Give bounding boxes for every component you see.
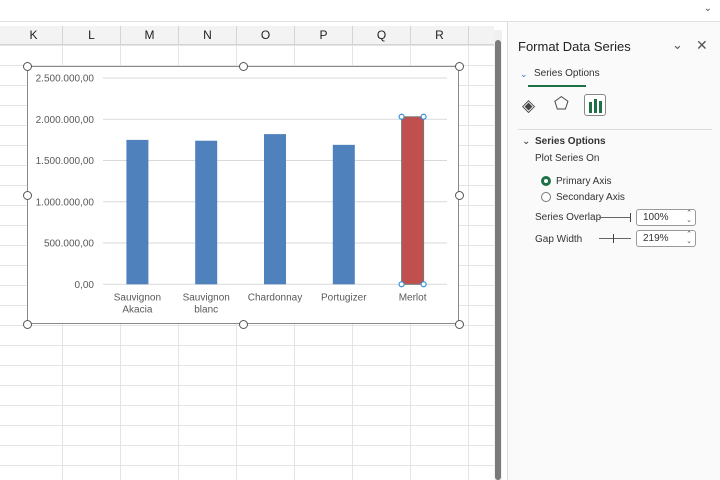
chart[interactable]: 0,00 500.000,00 1.000.000,00 1.500.000,00 2.…	[27, 66, 459, 324]
y-tick-label: 0,00	[75, 280, 95, 291]
selection-handle	[420, 113, 427, 120]
series-overlap-label: Series Overlap	[535, 212, 602, 223]
close-icon[interactable]: ✕	[696, 37, 708, 53]
secondary-axis-label[interactable]: Secondary Axis	[556, 192, 625, 203]
column-header-P[interactable]: P	[295, 26, 353, 45]
x-tick-label: blanc	[194, 304, 218, 315]
column-header-Q[interactable]: Q	[353, 26, 411, 45]
x-tick-label: Merlot	[399, 292, 427, 303]
column-header-O[interactable]: O	[237, 26, 295, 45]
format-data-series-pane: Format Data Series ⌄ ✕ ⌄ Series Options …	[507, 22, 720, 480]
spinner-icon: ⌃ ⌄	[686, 210, 692, 224]
divider	[518, 129, 712, 130]
bar-portugizer[interactable]	[332, 144, 355, 285]
resize-handle[interactable]	[22, 61, 32, 71]
column-header-M[interactable]: M	[121, 26, 179, 45]
x-tick-label: Chardonnay	[248, 292, 302, 303]
bar-sauvignon-akacia[interactable]	[126, 139, 149, 285]
x-tick-label: Sauvignon	[114, 292, 161, 303]
secondary-axis-radio[interactable]	[541, 192, 551, 202]
selection-handle	[420, 281, 427, 288]
vertical-scrollbar[interactable]	[494, 30, 502, 480]
tab-underline	[528, 85, 586, 87]
chevron-down-icon[interactable]: ⌄	[703, 3, 712, 14]
selection-handle	[398, 113, 405, 120]
primary-axis-radio[interactable]	[541, 176, 551, 186]
gap-width-input[interactable]: 219% ⌃ ⌄	[636, 230, 696, 247]
gridline	[468, 45, 469, 480]
formula-bar[interactable]: ⌄	[0, 0, 720, 22]
series-overlap-slider[interactable]	[599, 213, 631, 222]
plot-series-on-label: Plot Series On	[535, 153, 600, 164]
fill-line-icon[interactable]: ◈	[522, 96, 536, 115]
resize-handle[interactable]	[22, 319, 32, 329]
spinner-icon: ⌃ ⌄	[686, 231, 692, 245]
primary-axis-label[interactable]: Primary Axis	[556, 176, 612, 187]
x-tick-label: Akacia	[122, 304, 152, 315]
effects-pentagon-icon[interactable]: ⬠	[554, 94, 569, 113]
series-options-chart-icon[interactable]	[584, 94, 606, 116]
section-header[interactable]: Series Options	[535, 136, 606, 147]
column-header-N[interactable]: N	[179, 26, 237, 45]
chevron-down-icon[interactable]: ⌄	[522, 136, 531, 147]
selection-handle	[398, 281, 405, 288]
x-tick-label: Portugizer	[321, 292, 367, 303]
column-header-R[interactable]: R	[411, 26, 469, 45]
resize-handle[interactable]	[454, 61, 464, 71]
resize-handle[interactable]	[454, 319, 464, 329]
series-overlap-input[interactable]: 100% ⌃ ⌄	[636, 209, 696, 226]
bar-sauvignon-blanc[interactable]	[195, 140, 218, 285]
tab-series-options[interactable]: Series Options	[534, 68, 600, 79]
column-header-L[interactable]: L	[63, 26, 121, 45]
y-tick-label: 2.500.000,00	[36, 74, 95, 85]
column-header-K[interactable]: K	[5, 26, 63, 45]
y-tick-label: 1.000.000,00	[36, 197, 95, 208]
y-tick-label: 1.500.000,00	[36, 156, 95, 167]
y-tick-label: 500.000,00	[44, 239, 94, 250]
bar-chardonnay[interactable]	[264, 134, 286, 285]
resize-handle[interactable]	[22, 190, 32, 200]
chart-svg: 0,00 500.000,00 1.000.000,00 1.500.000,00 2.…	[36, 74, 447, 315]
y-tick-label: 2.000.000,00	[36, 115, 95, 126]
gap-width-slider[interactable]	[599, 234, 631, 243]
resize-handle[interactable]	[238, 61, 248, 71]
gap-width-label: Gap Width	[535, 234, 583, 245]
resize-handle[interactable]	[454, 190, 464, 200]
pane-title: Format Data Series	[518, 39, 631, 54]
resize-handle[interactable]	[238, 319, 248, 329]
x-tick-label: Sauvignon	[183, 292, 230, 303]
chevron-down-icon: ⌄	[520, 69, 528, 79]
scrollbar-thumb[interactable]	[495, 40, 501, 480]
bar-merlot[interactable]	[401, 116, 425, 285]
chevron-down-icon[interactable]: ⌄	[672, 37, 683, 52]
